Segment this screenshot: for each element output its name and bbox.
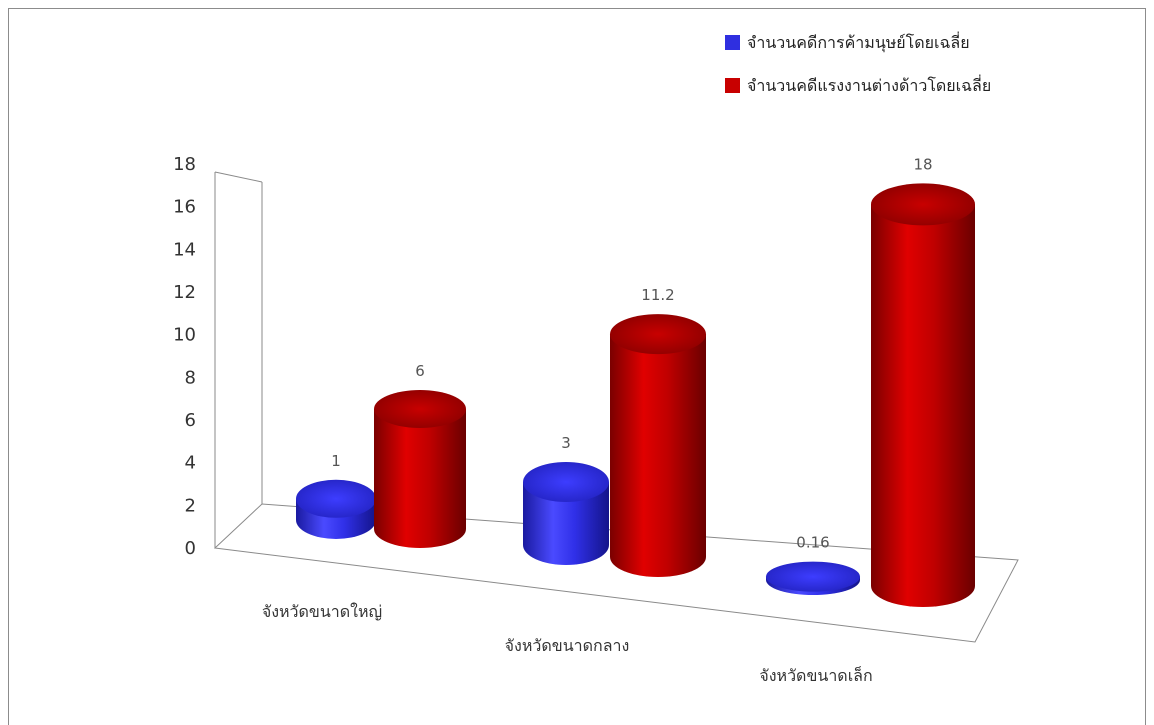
cylinder-top [523, 462, 609, 502]
bar-red-2: 18 [871, 155, 975, 607]
data-label: 11.2 [641, 286, 674, 304]
bar-red-0: 6 [374, 362, 466, 548]
bar-blue-0: 1 [296, 452, 376, 539]
bar-red-1: 11.2 [610, 286, 706, 577]
cylinder-top [610, 314, 706, 355]
data-label: 6 [415, 362, 425, 380]
y-tick-label: 16 [173, 197, 196, 218]
y-tick-label: 0 [185, 538, 196, 559]
category-label: จังหวัดขนาดกลาง [505, 636, 630, 655]
y-tick-label: 18 [173, 154, 196, 175]
cylinder-top [296, 479, 376, 518]
data-label: 1 [331, 452, 341, 470]
y-tick-label: 4 [185, 453, 196, 474]
y-tick-label: 12 [173, 282, 196, 303]
legend-swatch [725, 78, 740, 93]
top-strip [0, 0, 1154, 6]
cylinder-top [374, 390, 466, 428]
cylinder-body [871, 204, 975, 607]
data-label: 0.16 [796, 534, 829, 552]
cylinder-top [766, 561, 860, 592]
y-tick-label: 14 [173, 239, 196, 260]
category-label: จังหวัดขนาดเล็ก [759, 665, 872, 685]
bar-blue-1: 3 [523, 434, 609, 565]
chart-floor [213, 503, 1019, 643]
y-tick-label: 2 [185, 495, 196, 516]
y-tick-label: 6 [185, 410, 196, 431]
y-axis-wall-back [214, 171, 263, 183]
data-label: 18 [913, 155, 932, 173]
cylinder-body [374, 409, 466, 548]
legend-label: จำนวนคดีแรงงานต่างด้าวโดยเฉลี่ย [747, 74, 991, 95]
cylinder-body [610, 334, 706, 577]
bar-blue-2: 0.16 [766, 534, 860, 595]
legend-label: จำนวนคดีการค้ามนุษย์โดยเฉลี่ย [747, 31, 970, 53]
cylinder-body [523, 482, 609, 565]
category-label: จังหวัดขนาดใหญ่ [262, 602, 382, 621]
y-tick-label: 8 [185, 367, 196, 388]
cylinder-top [871, 183, 975, 226]
data-label: 3 [561, 434, 571, 452]
legend-swatch [725, 35, 740, 50]
y-tick-label: 10 [173, 325, 196, 346]
